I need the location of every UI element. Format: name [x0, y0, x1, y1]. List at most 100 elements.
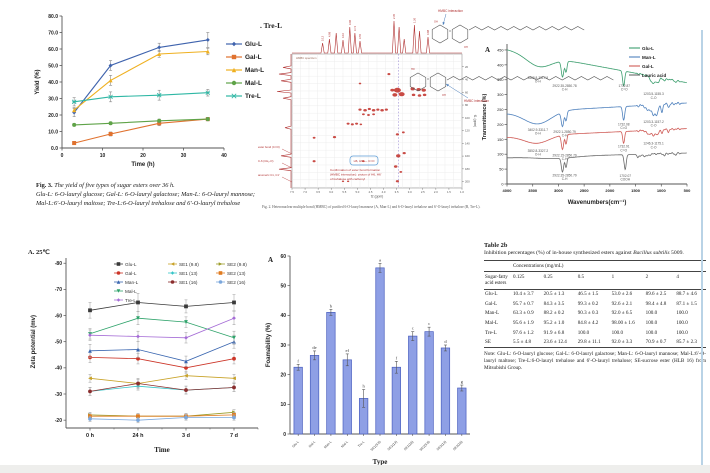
svg-text:1.0: 1.0 — [460, 190, 464, 194]
table-cell: 85.7 ± 2.3 — [676, 339, 697, 346]
svg-text:120: 120 — [465, 129, 470, 133]
svg-text:(HMBC interaction): proton of: (HMBC interaction): proton of H6, H6′ — [330, 172, 382, 176]
foam-bar-Tre-L: h — [359, 384, 369, 435]
svg-text:Mal-L: Mal-L — [125, 289, 137, 294]
svg-text:2.0: 2.0 — [434, 190, 438, 194]
svg-text:-50: -50 — [55, 339, 62, 345]
svg-text:f: f — [396, 355, 398, 360]
yield-figure-caption: Fig. 3. The yield of five types of sugar… — [36, 181, 286, 208]
svg-text:200: 200 — [497, 123, 503, 127]
svg-text:ef: ef — [346, 348, 350, 353]
yield-caption-fig-label: Fig. 3. — [36, 182, 53, 189]
svg-text:SE1 (9.8): SE1 (9.8) — [179, 262, 199, 267]
svg-text:3000: 3000 — [554, 188, 564, 193]
svg-text:. Tre-L: . Tre-L — [260, 21, 282, 30]
svg-text:5.5: 5.5 — [342, 190, 346, 194]
svg-text:Glu-L: Glu-L — [291, 440, 300, 449]
svg-text:3 d: 3 d — [182, 433, 190, 439]
svg-text:C-H: C-H — [562, 157, 568, 161]
zeta-series-Man-L — [88, 334, 236, 367]
svg-text:1732.08: 1732.08 — [618, 123, 630, 127]
table-cell: 46.5 ± 1.5 — [577, 291, 599, 298]
yield-caption-line3: Mal-L:6′-O-lauryl maltose; Tre-L:6-O-lau… — [36, 200, 241, 208]
svg-text:4000: 4000 — [503, 188, 513, 193]
table-cell: 90.3 ± 0.3 — [577, 310, 599, 317]
yield-line-chart: 0.0 10.0 20.0 30.0 40.0 50.0 60.0 70.0 80.0 0 10 20… — [35, 14, 264, 168]
zeta-series-Glu-L — [88, 293, 236, 319]
svg-text:g: g — [461, 379, 464, 384]
svg-text:HMBC interaction: HMBC interaction — [438, 9, 463, 13]
svg-text:2922.1-2850.79: 2922.1-2850.79 — [553, 130, 576, 134]
svg-text:50: 50 — [280, 283, 286, 289]
svg-text:f2 (ppm): f2 (ppm) — [371, 195, 384, 199]
table-cell: 63.3 ± 0.9 — [513, 310, 534, 317]
svg-text:C=O: C=O — [620, 148, 627, 152]
svg-text:200: 200 — [465, 180, 470, 184]
svg-text:30: 30 — [280, 343, 286, 349]
svg-text:Tre-L: Tre-L — [357, 440, 365, 448]
page-bottom-strip — [0, 465, 710, 473]
svg-text:-30: -30 — [55, 392, 62, 398]
svg-text:3.55: 3.55 — [358, 33, 362, 39]
table-note: Note: Glu-L: 6-O-lauryl glucose; Gal-L: … — [484, 351, 706, 372]
hmbc-nmr-panel: . Tre-L HMBC spectrum 5.124.98 4.10 3.963.72… — [258, 9, 614, 199]
table-cell: 88.7 ± 4.6 — [676, 291, 697, 298]
table-column-header: 2 — [644, 271, 676, 290]
ftir-curve-Glu-L — [506, 49, 687, 87]
svg-text:3402.9-3311.7: 3402.9-3311.7 — [528, 128, 549, 132]
svg-text:1732.91: 1732.91 — [618, 145, 630, 149]
svg-text:Time: Time — [154, 446, 169, 454]
table-caption-pre: Inhibition percentages (%) of in-house s… — [484, 250, 634, 256]
svg-text:O-H: O-H — [535, 80, 542, 84]
table-row: Man-L 63.3 ± 0.9 88.2 ± 0.2 90.3 ± 0.3 92.0 … — [484, 309, 706, 319]
table-cell: 100.0 — [676, 310, 688, 317]
table-cell: 100.0 — [577, 329, 590, 336]
svg-text:2922.35-2850.79: 2922.35-2850.79 — [553, 173, 577, 177]
svg-text:Gal-L: Gal-L — [308, 440, 317, 449]
svg-text:0: 0 — [501, 183, 503, 187]
svg-text:1702.07: 1702.07 — [620, 174, 632, 178]
svg-text:250: 250 — [497, 108, 503, 112]
svg-text:A: A — [268, 256, 273, 264]
svg-text:100: 100 — [465, 116, 470, 120]
table-cell: 23.6 ± 12.4 — [543, 339, 567, 346]
foamability-bar-chart: 0 10 20 30 40 50 60 A Foamability (%) Type f Glu-L d… — [266, 254, 470, 466]
svg-text:HMBC spectrum: HMBC spectrum — [296, 56, 317, 60]
svg-text:60: 60 — [280, 254, 286, 260]
svg-text:SE1(9.8): SE1(9.8) — [370, 440, 382, 452]
svg-text:0.88: 0.88 — [426, 29, 430, 35]
svg-text:7.5: 7.5 — [290, 190, 294, 194]
svg-text:3468.8-3317.8: 3468.8-3317.8 — [528, 76, 549, 80]
foam-bar-SE2(13): d — [440, 339, 451, 435]
table-cell: 20.5 ± 1.3 — [543, 291, 565, 298]
svg-text:40: 40 — [221, 153, 227, 159]
table-column-header: 0.125 — [512, 271, 543, 290]
svg-text:180: 180 — [465, 167, 470, 171]
table-cell: 98.00 ± 1.6 — [611, 320, 635, 327]
svg-text:80.0: 80.0 — [48, 14, 58, 20]
table-cell: 92.0 ± 6.5 — [611, 310, 633, 317]
svg-text:SE2 (9.8): SE2 (9.8) — [227, 262, 247, 267]
table-cell: 100.0 — [645, 310, 658, 317]
svg-text:C-O: C-O — [651, 124, 657, 128]
foam-bar-Glu-L: f — [293, 358, 303, 435]
svg-text:H6, H6′ — C=O: H6, H6′ — C=O — [354, 159, 375, 163]
svg-text:OH: OH — [442, 94, 446, 97]
table-cell: 100.0 — [645, 320, 658, 327]
table-row: Gal-L 95.7 ± 0.7 84.3 ± 3.5 99.3 ± 0.2 92.6 … — [484, 299, 706, 309]
table-caption-species: Bacillus subtilis — [633, 250, 670, 256]
table-column-header: 1 — [610, 271, 645, 290]
foam-bar-SE2(9.8): c — [424, 321, 434, 435]
table-column-header-row: Sugar-fatty acid esters 0.125 0.25 0.5 1 2 4 — [484, 271, 706, 290]
foam-bar-Man-L: b — [326, 303, 336, 435]
svg-text:SE2 (13): SE2 (13) — [227, 271, 246, 276]
svg-text:500: 500 — [684, 188, 691, 193]
table-cell: 84.3 ± 3.5 — [543, 300, 565, 307]
svg-text:1246.3-1175.1: 1246.3-1175.1 — [643, 142, 664, 146]
svg-text:400: 400 — [497, 63, 503, 67]
hmbc-cross-peaks — [312, 73, 427, 183]
svg-text:4.0: 4.0 — [382, 190, 386, 194]
svg-text:Tre-L: Tre-L — [125, 298, 136, 303]
svg-text:Gal-L: Gal-L — [245, 54, 262, 61]
